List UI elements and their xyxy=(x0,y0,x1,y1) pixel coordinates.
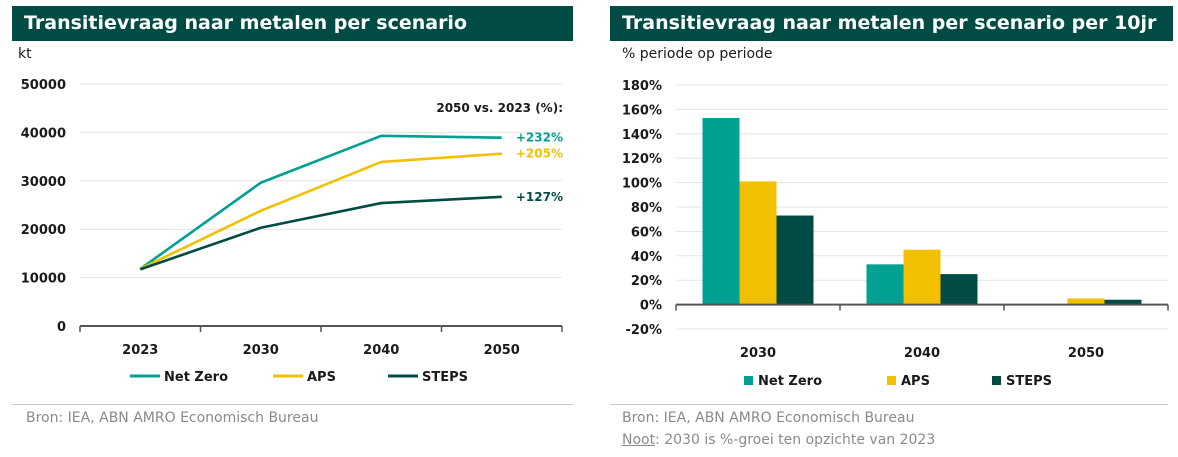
legend-swatch xyxy=(887,376,896,385)
legend-swatch xyxy=(992,376,1001,385)
y-tick-label: 20% xyxy=(631,274,662,289)
bar-aps-2050 xyxy=(1067,298,1105,305)
x-tick-label: 2050 xyxy=(1068,346,1104,361)
series-line-aps xyxy=(139,152,502,271)
y-tick-label: 50000 xyxy=(21,78,66,93)
end-label: +205% xyxy=(516,147,563,161)
y-tick-label: 160% xyxy=(622,103,662,118)
bar-steps-2030 xyxy=(776,215,814,305)
line-chart: 0 10000 20000 30000 40000 50000 2023 2030 2040 20… xyxy=(21,78,563,385)
y-tick-label: 0 xyxy=(57,320,66,335)
bar-chart-panel: Transitievraag naar metalen per scenario… xyxy=(594,0,1178,457)
note-body: : 2030 is %-groei ten opzichte van 2023 xyxy=(655,432,936,448)
series-line-steps xyxy=(139,195,502,271)
bar-steps-2040 xyxy=(940,274,978,305)
x-tick-label: 2030 xyxy=(740,346,776,361)
y-tick-label: 100% xyxy=(622,177,662,192)
legend-label: Net Zero xyxy=(164,370,228,385)
bar-aps-2030 xyxy=(739,181,777,305)
source-text: Bron: IEA, ABN AMRO Economisch Bureau xyxy=(622,410,915,426)
end-label: +232% xyxy=(516,131,563,145)
bar-aps-2040 xyxy=(903,249,941,305)
y-tick-label: 40000 xyxy=(21,126,66,141)
source-text: Bron: IEA, ABN AMRO Economisch Bureau xyxy=(26,410,319,426)
x-tick-label: 2050 xyxy=(484,343,520,358)
y-tick-label: 60% xyxy=(631,225,662,240)
y-axis-unit: kt xyxy=(18,46,32,62)
legend-label: STEPS xyxy=(422,370,468,385)
y-tick-label: 180% xyxy=(622,79,662,94)
bar-net-zero-2040 xyxy=(866,264,904,305)
x-tick-label: 2023 xyxy=(122,343,158,358)
y-tick-label: -20% xyxy=(625,323,662,338)
x-tick-label: 2040 xyxy=(363,343,399,358)
y-tick-label: 30000 xyxy=(21,175,66,190)
line-chart-panel: Transitievraag naar metalen per scenario… xyxy=(0,0,584,457)
legend-label: APS xyxy=(901,374,930,389)
chart-title: Transitievraag naar metalen per scenario xyxy=(12,6,573,41)
legend-swatch xyxy=(744,376,753,385)
y-axis-unit: % periode op periode xyxy=(622,46,773,62)
annotation-header: 2050 vs. 2023 (%): xyxy=(436,101,563,115)
end-label: +127% xyxy=(516,190,563,204)
bar-net-zero-2030 xyxy=(702,117,740,305)
note-key: Noot xyxy=(622,432,656,448)
y-tick-label: 0% xyxy=(640,299,662,314)
x-tick-label: 2040 xyxy=(904,346,940,361)
bar-steps-2050 xyxy=(1104,299,1142,305)
y-tick-label: 10000 xyxy=(21,272,66,287)
footer-divider xyxy=(12,404,573,405)
series-line-net-zero xyxy=(139,134,502,270)
y-tick-label: 20000 xyxy=(21,223,66,238)
x-tick-label: 2030 xyxy=(243,343,279,358)
y-tick-label: 140% xyxy=(622,128,662,143)
note-text: Noot: 2030 is %-groei ten opzichte van 2… xyxy=(622,432,935,448)
chart-title: Transitievraag naar metalen per scenario… xyxy=(610,6,1173,41)
bar-chart: -20% 0% 20% 40% 60% 80% 100% 120% 140% 160% 180% 20… xyxy=(622,79,1169,389)
footer-divider xyxy=(610,404,1168,405)
legend-label: APS xyxy=(307,370,336,385)
y-tick-label: 40% xyxy=(631,250,662,265)
legend-label: Net Zero xyxy=(758,374,822,389)
y-tick-label: 120% xyxy=(622,152,662,167)
y-tick-label: 80% xyxy=(631,201,662,216)
legend-label: STEPS xyxy=(1006,374,1052,389)
